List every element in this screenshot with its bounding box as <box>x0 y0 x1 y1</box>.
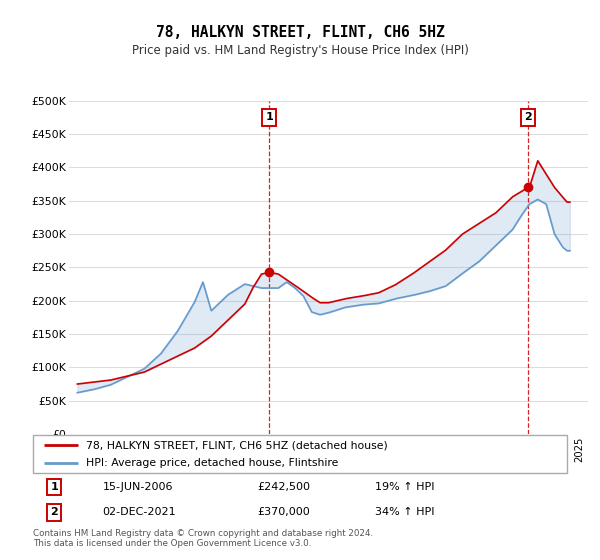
Text: 19% ↑ HPI: 19% ↑ HPI <box>375 482 434 492</box>
FancyBboxPatch shape <box>33 435 567 473</box>
Text: £370,000: £370,000 <box>257 507 310 517</box>
Text: £242,500: £242,500 <box>257 482 310 492</box>
Text: HPI: Average price, detached house, Flintshire: HPI: Average price, detached house, Flin… <box>86 458 339 468</box>
Text: 2: 2 <box>50 507 58 517</box>
Text: 78, HALKYN STREET, FLINT, CH6 5HZ (detached house): 78, HALKYN STREET, FLINT, CH6 5HZ (detac… <box>86 440 388 450</box>
Text: 15-JUN-2006: 15-JUN-2006 <box>103 482 173 492</box>
Text: Price paid vs. HM Land Registry's House Price Index (HPI): Price paid vs. HM Land Registry's House … <box>131 44 469 57</box>
Text: 1: 1 <box>265 113 273 123</box>
Text: 02-DEC-2021: 02-DEC-2021 <box>103 507 176 517</box>
Text: 2: 2 <box>524 113 532 123</box>
Text: 1: 1 <box>50 482 58 492</box>
Text: Contains HM Land Registry data © Crown copyright and database right 2024.
This d: Contains HM Land Registry data © Crown c… <box>33 529 373 548</box>
Text: 78, HALKYN STREET, FLINT, CH6 5HZ: 78, HALKYN STREET, FLINT, CH6 5HZ <box>155 25 445 40</box>
Text: 34% ↑ HPI: 34% ↑ HPI <box>375 507 434 517</box>
